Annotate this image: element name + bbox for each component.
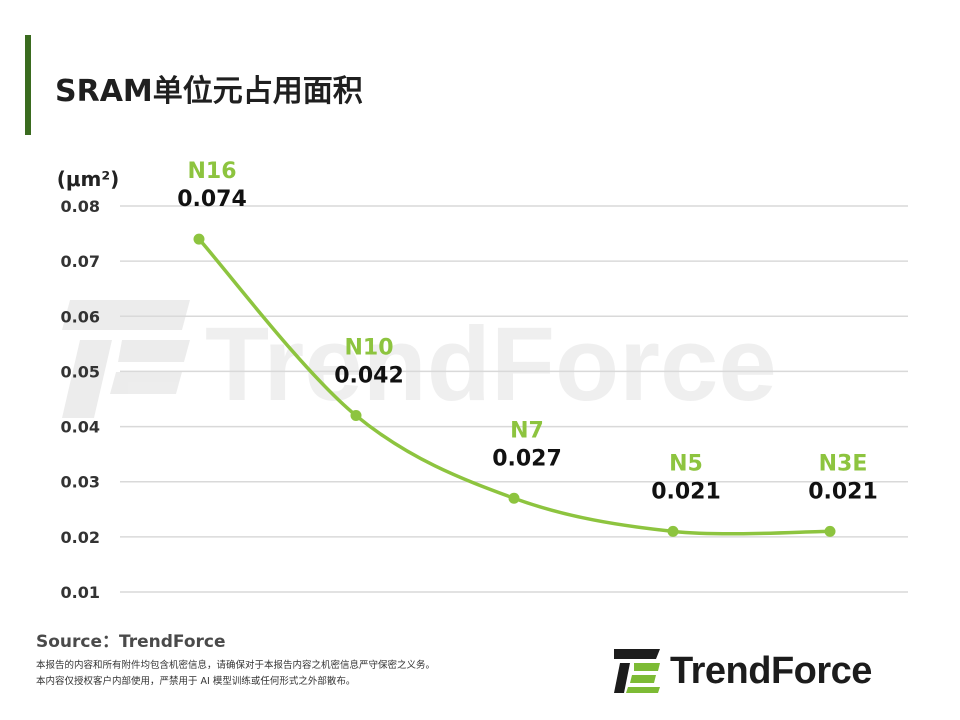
data-point (193, 233, 205, 245)
node-label: N5 (669, 451, 703, 476)
y-tick-label: 0.02 (61, 528, 100, 547)
y-axis-unit-label: (μm²) (57, 167, 120, 191)
value-label: 0.021 (808, 479, 878, 504)
value-label: 0.027 (492, 446, 562, 471)
node-label: N3E (819, 451, 868, 476)
y-tick-label: 0.07 (61, 252, 100, 271)
disclaimer-line-2: 本内容仅授权客户内部使用，严禁用于 AI 模型训练或任何形式之外部散布。 (36, 676, 356, 687)
y-tick-label: 0.05 (61, 362, 100, 381)
watermark-mark-top (62, 300, 190, 330)
data-point (824, 525, 836, 537)
node-label: N7 (510, 418, 544, 443)
y-tick-label: 0.06 (61, 307, 100, 326)
data-points (193, 233, 836, 537)
watermark-mark-stem (62, 340, 112, 418)
y-tick-label: 0.08 (61, 197, 100, 216)
value-label: 0.021 (651, 479, 721, 504)
data-labels: N16 0.074 N10 0.042 N7 0.027 N5 0.021 N3E 0.021 (177, 159, 878, 504)
y-tick-label: 0.01 (61, 583, 100, 602)
node-label: N16 (187, 159, 236, 184)
watermark-mark-bar2 (110, 372, 182, 394)
chart-grid (120, 205, 908, 593)
y-tick-label: 0.03 (61, 473, 100, 492)
series-line (197, 237, 832, 536)
watermark-mark (62, 300, 190, 418)
logo-text: TrendForce (670, 649, 872, 692)
logo-mark-icon (614, 649, 660, 693)
source-note: Source：TrendForce (36, 632, 226, 652)
disclaimer-line-1: 本报告的内容和所有附件均包含机密信息，请确保对于本报告内容之机密信息严守保密之义… (36, 660, 436, 671)
watermark-mark-bar1 (118, 340, 190, 362)
data-point (350, 410, 362, 422)
value-label: 0.042 (334, 364, 404, 389)
value-label: 0.074 (177, 187, 247, 212)
y-tick-label: 0.04 (61, 418, 100, 437)
node-label: N10 (344, 336, 393, 361)
trendforce-logo: TrendForce (612, 647, 872, 695)
data-point (667, 525, 679, 537)
y-axis-ticks: 0.01 0.02 0.03 0.04 0.05 0.06 0.07 0.08 (61, 197, 100, 602)
data-point (508, 492, 520, 504)
watermark: TrendForce (62, 300, 777, 423)
title-accent-bar (25, 35, 31, 135)
page-title: SRAM单位元占用面积 (55, 74, 363, 109)
watermark-text: TrendForce (205, 306, 777, 423)
